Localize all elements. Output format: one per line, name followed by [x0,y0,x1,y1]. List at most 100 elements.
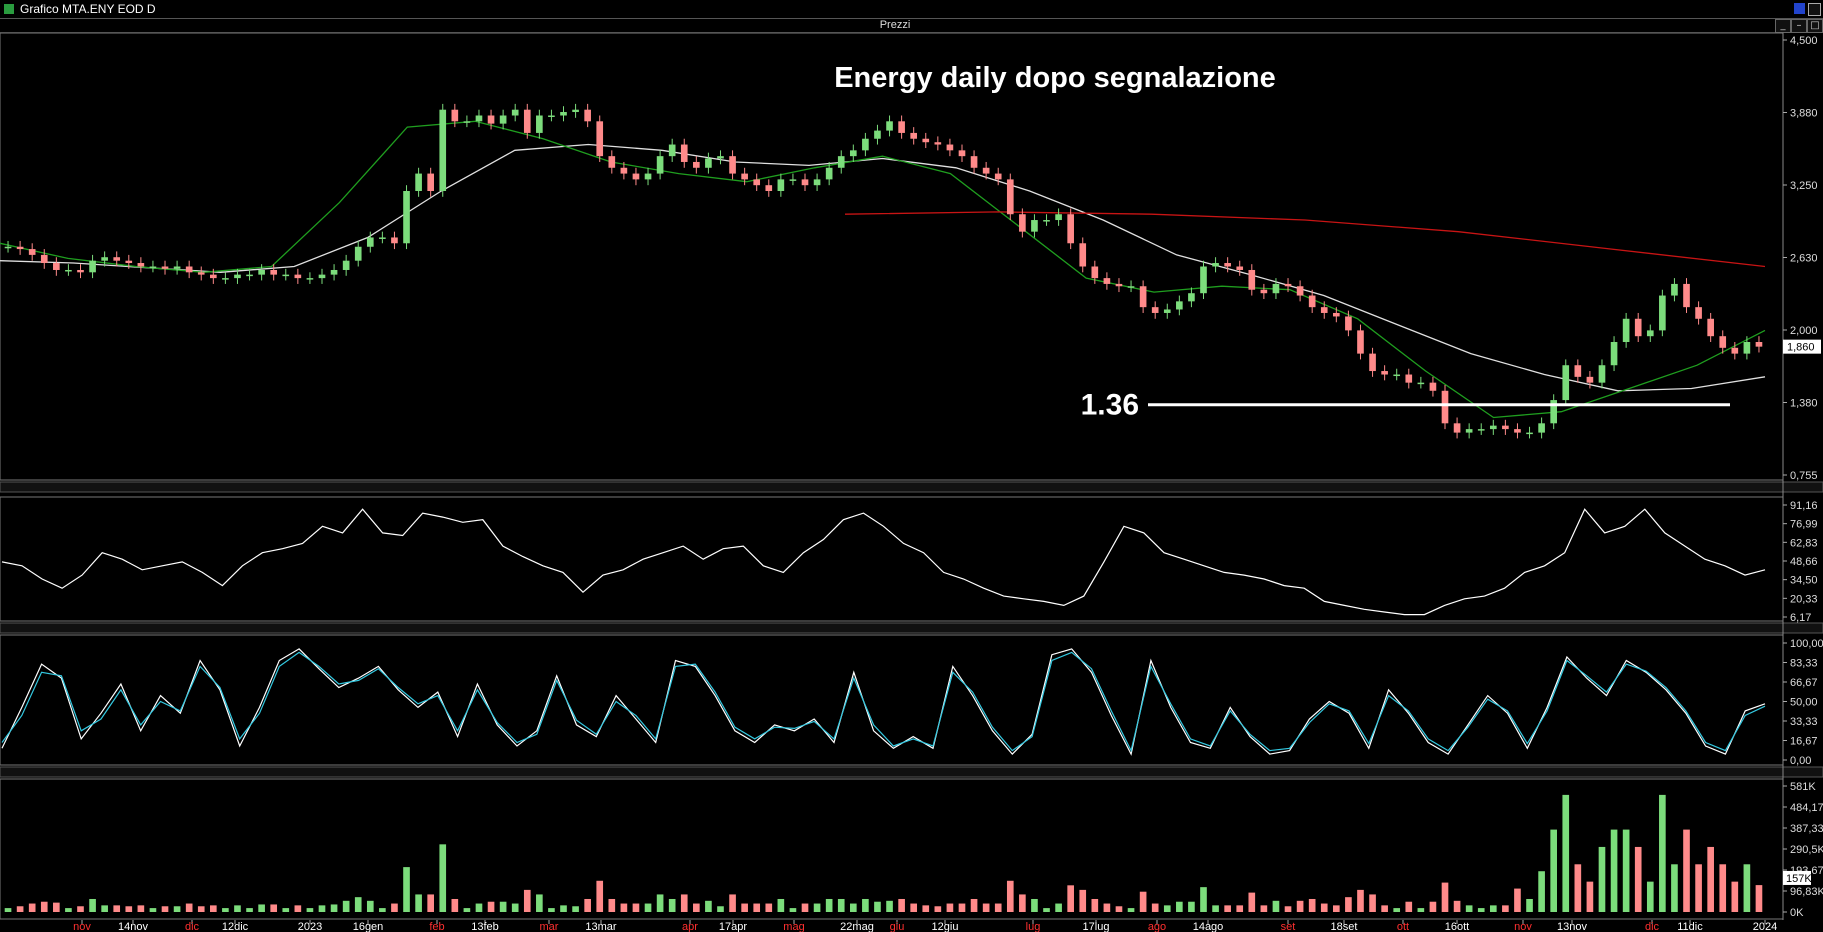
volume-bar [1103,903,1111,912]
volume-bar [1212,905,1219,912]
volume-bar [1139,891,1147,912]
volume-bar [4,908,12,912]
price-candle [113,257,121,261]
date-tick-label: 13feb [471,921,499,932]
price-candle [1115,283,1123,287]
date-tick-label: 12dic [222,921,249,932]
price-candle [584,109,591,122]
price-candle [729,156,736,174]
price-candle [1695,307,1702,319]
volume-bar [499,901,507,912]
date-axis: nov 14nov dic 12dic 2023 16gen feb 13feb mar 13ma… [73,920,1777,932]
volume-bar [294,905,302,912]
date-tick-label: giu [890,921,905,932]
price-tick-label: 2,630 [1790,253,1818,265]
date-tick-label: 17apr [719,921,747,932]
volume-bar [403,867,410,912]
rsi-panel-header[interactable] [0,481,1823,493]
volume-bar [1586,881,1594,912]
volume-bar [1514,888,1521,912]
window-title: Grafico MTA.ENY EOD D [20,2,156,16]
price-candle [1634,318,1642,337]
volume-bar [1671,864,1678,912]
price-candle [801,179,809,186]
volume-bar [1284,906,1292,912]
volume-bar [258,904,265,912]
volume-bar [161,906,169,912]
price-candle [717,156,724,159]
price-candle [137,263,145,267]
volume-tick-label: 96,83K [1790,886,1823,898]
price-candle [1284,283,1292,287]
price-candle [1514,429,1521,433]
price-candle [28,249,36,255]
volume-tick-label: 0K [1790,907,1804,919]
price-candle [693,161,700,168]
price-candle [1248,269,1256,290]
volume-bar [1393,908,1401,912]
minimize-button[interactable] [1794,3,1805,14]
volume-bar [656,894,664,912]
price-candle [1586,376,1594,383]
price-candle [536,115,543,133]
volume-bar [753,903,761,912]
price-candle [53,263,60,270]
volume-tick-label: 290,5K [1790,844,1823,856]
volume-bar [632,903,640,912]
price-candle [1574,365,1582,377]
volume-bar [970,898,978,912]
price-candle [16,246,24,250]
date-tick-label: lug [1026,921,1041,932]
price-candle [656,156,664,174]
volume-bar [1695,864,1702,912]
date-tick-label: 14ago [1193,921,1224,932]
date-tick-label: ott [1397,921,1409,932]
volume-bar [1659,794,1666,912]
date-tick-label: 16gen [353,921,384,932]
price-candle [958,150,966,157]
volume-bar [1224,905,1231,912]
volume-bar [173,906,181,912]
date-tick-label: 2024 [1753,921,1777,932]
price-candle [1031,220,1038,232]
volume-bar [1574,864,1582,912]
price-candle [366,237,374,247]
panel-maximize-button[interactable]: □ [1807,19,1823,33]
stoch-tick-label: 33,33 [1790,716,1818,728]
price-candle [234,274,241,279]
stoch-panel-header[interactable] [0,622,1823,634]
close-button[interactable] [1808,3,1821,16]
price-candle [1139,286,1147,308]
volume-bar [1465,905,1473,912]
moving-average-mid [0,143,1766,392]
volume-bar [644,903,652,912]
volume-bar [1308,898,1316,912]
stoch-panel-frame [0,634,1784,766]
price-candle [403,191,410,244]
window-titlebar: Grafico MTA.ENY EOD D [0,0,1823,19]
volume-bar [1755,885,1763,912]
rsi-tick-label: 6,17 [1790,612,1811,624]
date-tick-label: nov [1514,921,1532,932]
volume-bar [1634,846,1642,912]
volume-bar [1646,881,1654,912]
price-candle [620,167,628,174]
chart-title: Energy daily dopo segnalazione [834,62,1276,94]
volume-bar [270,904,278,912]
price-candle [1707,318,1714,337]
price-candle [813,179,821,186]
price-candle [1429,382,1437,391]
rsi-panel-frame [0,496,1784,622]
price-candle [934,142,942,145]
price-candle [1043,220,1050,222]
volume-bar [246,908,253,912]
price-candle [910,132,918,139]
price-candle [523,109,531,133]
volume-bar [1610,829,1618,912]
volume-panel-header[interactable] [0,766,1823,778]
date-tick-label: nov [73,921,91,932]
panel-minimize-button[interactable]: – [1791,19,1807,33]
volume-bar [1477,908,1485,912]
rsi-tick-label: 76,99 [1790,519,1818,531]
volume-bar [705,900,712,912]
